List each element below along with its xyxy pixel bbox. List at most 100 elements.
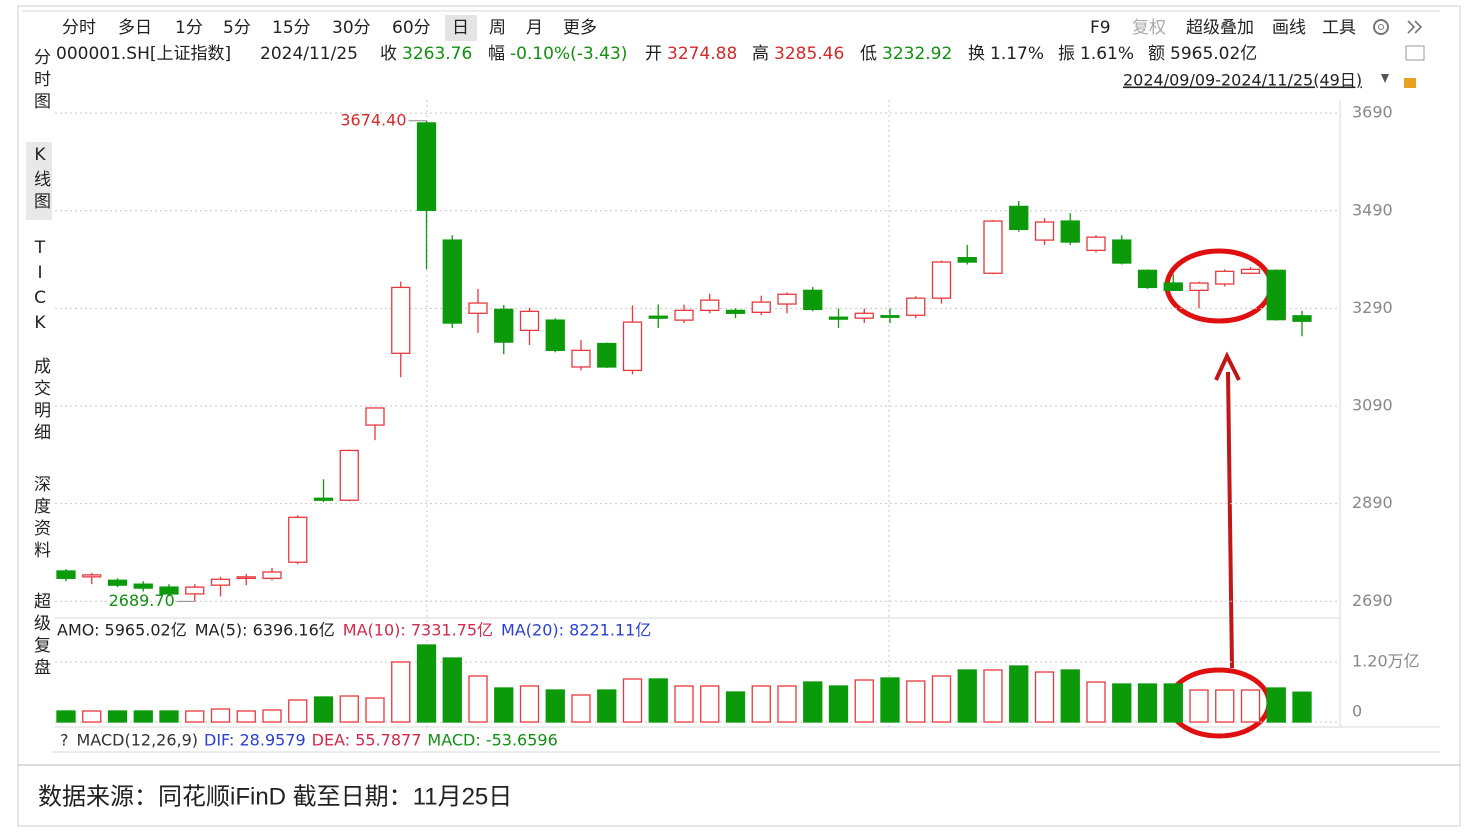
candle-body xyxy=(957,257,977,263)
volume-bar xyxy=(1112,683,1132,723)
field-label: 高 xyxy=(752,44,769,64)
field-label: 开 xyxy=(645,44,662,64)
field-label: 振 xyxy=(1058,44,1075,64)
range-dropdown[interactable] xyxy=(1381,74,1389,83)
volume-bar xyxy=(416,644,437,723)
period-tab[interactable]: 日 xyxy=(452,18,469,38)
footer-note: 数据来源：同花顺iFinD 截至日期：11月25日 xyxy=(38,783,512,810)
candle-body xyxy=(571,349,591,368)
volume-bar xyxy=(751,685,771,723)
volume-bar xyxy=(1060,669,1080,723)
period-tab[interactable]: 周 xyxy=(489,18,506,38)
volume-bar xyxy=(133,710,153,723)
date-range[interactable]: 2024/09/09-2024/11/25(49日) xyxy=(1123,71,1362,90)
volume-bar xyxy=(597,689,617,723)
period-tab[interactable]: 1分 xyxy=(175,18,203,38)
volume-tick-label: 1.20万亿 xyxy=(1352,652,1420,671)
period-tab[interactable]: 月 xyxy=(526,18,543,38)
volume-bar xyxy=(262,709,282,723)
volume-bar xyxy=(545,689,565,723)
field-label: 收 xyxy=(380,44,397,64)
sidebar-tab[interactable]: 分时图 xyxy=(30,48,51,114)
volume-bar xyxy=(519,685,540,723)
y-tick-label: 3490 xyxy=(1352,200,1393,219)
candle-body xyxy=(983,220,1003,274)
macd-legend: DIF: 28.9579 xyxy=(204,731,306,750)
volume-bar xyxy=(185,710,205,723)
candle-body xyxy=(236,576,256,580)
candle-body xyxy=(751,301,771,313)
volume-legend: MA(10): 7331.75亿 xyxy=(343,621,493,640)
volume-bar xyxy=(1292,691,1312,723)
period-tab[interactable]: 5分 xyxy=(223,18,251,38)
volume-bar xyxy=(210,708,231,723)
wp-icon[interactable] xyxy=(1405,45,1425,61)
period-tab[interactable]: 15分 xyxy=(272,18,311,38)
candle-body xyxy=(545,319,565,352)
period-tab[interactable]: 多日 xyxy=(118,18,152,38)
candle-body xyxy=(1009,205,1029,230)
candle-body xyxy=(854,312,874,319)
volume-bar xyxy=(391,661,411,723)
sidebar-tab[interactable]: TICK xyxy=(30,238,50,338)
candle-body xyxy=(1137,269,1158,289)
candle-body xyxy=(622,321,643,372)
volume-bar xyxy=(854,679,874,723)
volume-bar xyxy=(288,699,308,723)
period-tab[interactable]: 60分 xyxy=(392,18,431,38)
volume-bar xyxy=(674,685,694,723)
candle-body xyxy=(210,578,231,586)
volume-bar xyxy=(880,677,900,723)
frame xyxy=(17,5,1461,827)
lock-icon[interactable] xyxy=(1404,78,1416,88)
volume-bar xyxy=(339,695,359,723)
settings-icon[interactable] xyxy=(1373,19,1389,35)
stock-code: 000001.SH[上证指数] xyxy=(56,44,231,64)
candle-body xyxy=(1240,268,1261,274)
volume-bar xyxy=(107,710,128,723)
annotation-label: 2689.70 xyxy=(109,591,175,610)
tool-button[interactable]: 工具 xyxy=(1322,18,1356,38)
sidebar-tab[interactable]: 深度资料 xyxy=(30,475,51,563)
volume-legend: MA(20): 8221.11亿 xyxy=(501,621,651,640)
tool-button[interactable]: 超级叠加 xyxy=(1186,18,1254,38)
candle-body xyxy=(597,342,617,368)
candle-body xyxy=(56,570,76,579)
quote-date: 2024/11/25 xyxy=(260,44,358,64)
candle-body xyxy=(1060,220,1080,243)
macd-legend: MACD(12,26,9) xyxy=(77,731,199,750)
candle-body xyxy=(339,449,359,501)
candle-body xyxy=(82,574,102,578)
field-value: 1.17% xyxy=(990,44,1044,64)
candle-body xyxy=(906,297,926,316)
sidebar-tab[interactable]: 超级复盘 xyxy=(30,592,51,680)
macd-legend: ? xyxy=(60,731,69,750)
volume-bar xyxy=(828,685,849,723)
sidebar-tab[interactable]: K线图 xyxy=(30,145,51,214)
period-tab[interactable]: 分时 xyxy=(62,18,96,38)
sidebar-tab[interactable]: 成交明细 xyxy=(30,357,51,445)
y-tick-label: 2690 xyxy=(1352,591,1393,610)
volume-bar xyxy=(725,691,746,723)
tool-button[interactable]: 画线 xyxy=(1272,18,1306,38)
tool-button[interactable]: 复权 xyxy=(1132,18,1166,38)
candle-body xyxy=(700,299,720,312)
volume-bar xyxy=(1163,683,1183,723)
volume-bar xyxy=(56,710,76,723)
field-label: 额 xyxy=(1148,44,1165,64)
sidebar-selected xyxy=(26,142,52,220)
candle-body xyxy=(442,239,462,324)
candle-body xyxy=(313,497,334,501)
candle-body xyxy=(1189,282,1209,292)
tool-button[interactable]: F9 xyxy=(1090,18,1111,38)
field-label: 低 xyxy=(860,44,877,64)
period-selected xyxy=(445,15,477,41)
period-tab[interactable]: 更多 xyxy=(563,18,597,38)
y-tick-label: 3290 xyxy=(1352,298,1393,317)
field-value: -0.10%(-3.43) xyxy=(510,44,627,64)
volume-legend: AMO: 5965.02亿 xyxy=(57,621,187,640)
volume-bar xyxy=(700,685,720,723)
period-tab[interactable]: 30分 xyxy=(332,18,371,38)
candle-body xyxy=(391,286,411,354)
expand-icon[interactable] xyxy=(1407,20,1423,34)
